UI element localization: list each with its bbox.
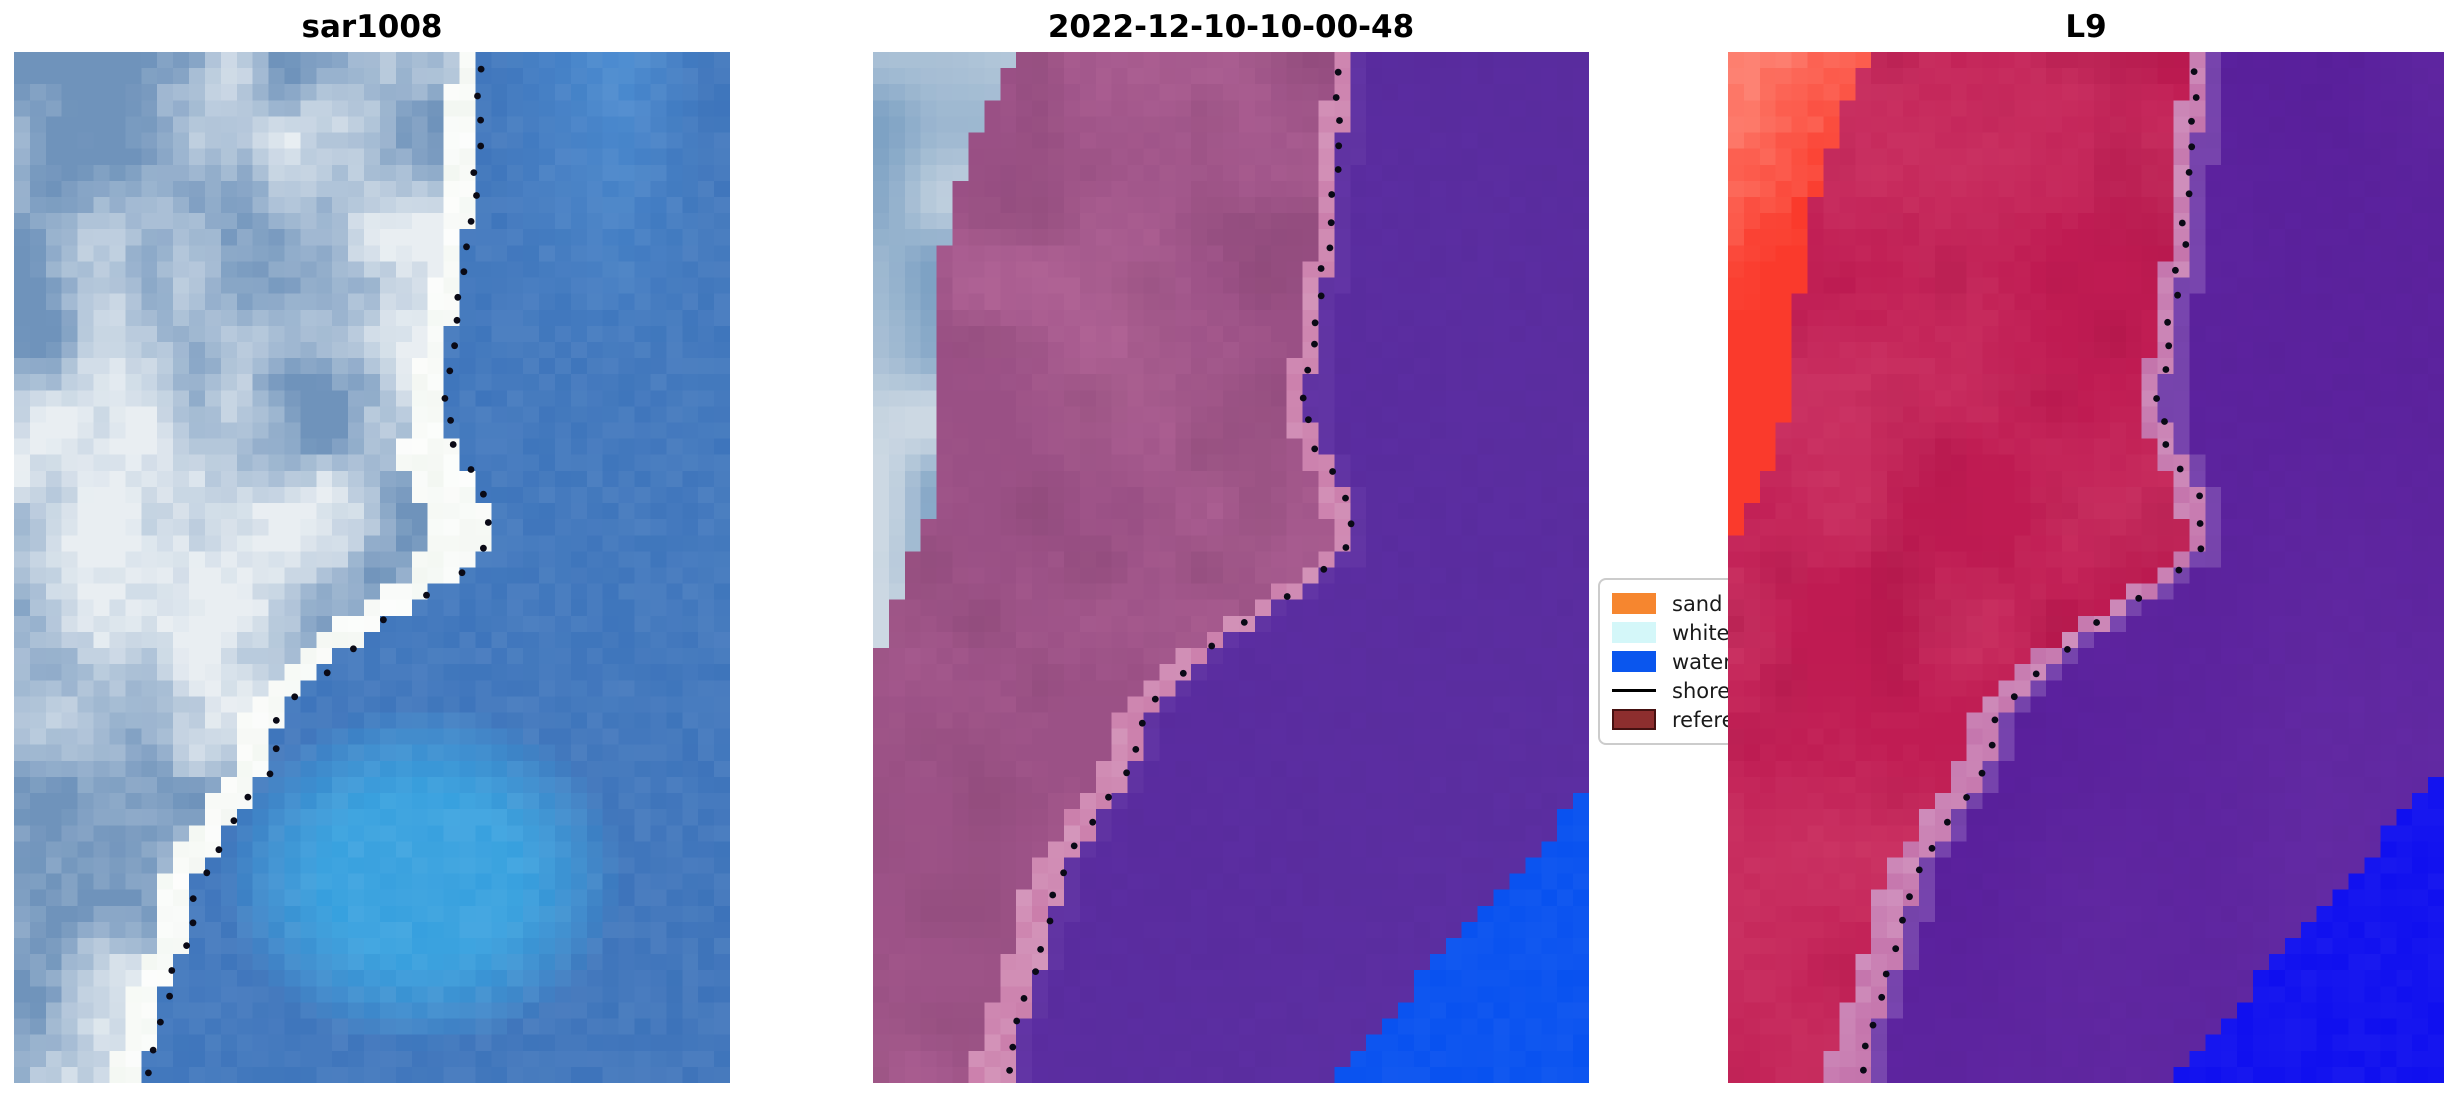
panel-title-date: 2022-12-10-10-00-48	[1047, 9, 1415, 45]
sand-swatch	[1612, 593, 1656, 614]
shoreline-dots-overlay	[1860, 68, 2205, 1074]
legend-label-water: water	[1672, 649, 1732, 674]
legend-item: water	[1612, 647, 1818, 676]
whitewater-swatch	[1612, 622, 1656, 643]
l9-image-canvas	[1728, 52, 2444, 1083]
shoreline-line-swatch	[1612, 689, 1656, 692]
classified-image-canvas	[873, 52, 1589, 1083]
shoreline-dots-overlay	[145, 65, 492, 1077]
panel-classified-image	[873, 52, 1589, 1083]
water-swatch	[1612, 651, 1656, 672]
legend-label-sand: sand	[1672, 591, 1723, 616]
reference-shoreline-swatch	[1612, 709, 1656, 730]
panel-l9-image	[1728, 52, 2444, 1083]
sar-image-canvas	[14, 52, 730, 1083]
panel-sar1008-image	[14, 52, 730, 1083]
shoreline-dots-overlay	[1006, 68, 1355, 1074]
panel-title-sar: sar1008	[301, 9, 443, 45]
legend-item: sand	[1612, 589, 1818, 618]
panel-title-l9: L9	[2065, 9, 2107, 45]
